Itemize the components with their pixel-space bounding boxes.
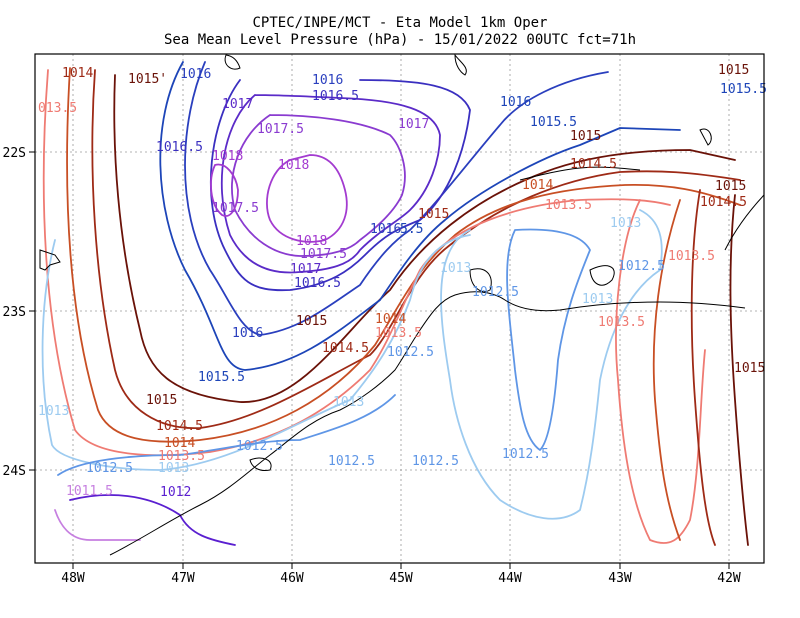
contour-label: 1018 xyxy=(296,234,327,249)
contour-label: 1017 xyxy=(222,97,253,112)
title-line-2: Sea Mean Level Pressure (hPa) - 15/01/20… xyxy=(164,32,636,48)
isobar-1014-5 xyxy=(91,69,741,429)
isobar-1013-5 xyxy=(42,69,671,457)
isobar-1016-5 xyxy=(210,79,471,292)
contour-label: 1015 xyxy=(718,63,749,78)
contour-label: 1016 xyxy=(180,67,211,82)
contour-label: 1014 xyxy=(164,436,195,451)
contour-label: 1014 xyxy=(62,66,93,81)
y-tick-label: 24S xyxy=(3,464,26,479)
isobar-1018-west xyxy=(210,163,239,217)
contour-label: 1016 xyxy=(312,73,343,88)
isobar-1012-5-east xyxy=(506,228,591,451)
contour-label: 1012.5 xyxy=(328,454,375,469)
contour-label: 1015 xyxy=(418,207,449,222)
contour-label: 1017 xyxy=(290,262,321,277)
contour-label: 1013 xyxy=(582,292,613,307)
contour-label: 1017.5 xyxy=(212,201,259,216)
x-tick-label: 46W xyxy=(280,571,304,586)
contour-label: 1016 xyxy=(370,222,401,237)
contour-label: 5.5 xyxy=(400,222,423,237)
contour-label: 1016.5 xyxy=(294,276,341,291)
contour-label: 1017.5 xyxy=(257,122,304,137)
x-tick-label: 48W xyxy=(61,571,85,586)
coastline xyxy=(39,53,765,556)
contour-label: 1015 xyxy=(570,129,601,144)
x-tick-label: 47W xyxy=(171,571,195,586)
contour-label: 1017 xyxy=(398,117,429,132)
contour-label: 1016.5 xyxy=(156,140,203,155)
isobar-1013 xyxy=(41,234,471,471)
contour-label: 1014 xyxy=(375,312,406,327)
contour-label: 1013 xyxy=(333,395,364,410)
contour-label: 1015 xyxy=(715,179,746,194)
contour-label: 1015' xyxy=(128,72,167,87)
contour-label: 1013.5 xyxy=(668,249,715,264)
contour-label: 1012.5 xyxy=(472,285,519,300)
isobar-1018 xyxy=(266,154,348,243)
contour-label: 1013.5 xyxy=(375,326,422,341)
contour-label: 1015 xyxy=(146,393,177,408)
contour-label: 1014.5 xyxy=(570,157,617,172)
isobar-1012 xyxy=(69,494,236,546)
contour-label: 1012.5 xyxy=(236,439,283,454)
contour-label: 1017.5 xyxy=(300,247,347,262)
map-frame xyxy=(34,53,765,564)
contour-label: 1013 xyxy=(610,216,641,231)
contour-label: 1013 xyxy=(38,404,69,419)
title-line-1: CPTEC/INPE/MCT - Eta Model 1km Oper xyxy=(252,15,547,31)
contour-label: 1012 xyxy=(160,485,191,500)
contour-label: 1012.5 xyxy=(618,259,665,274)
contour-label: 1012.5 xyxy=(502,447,549,462)
contour-label: 1014.5 xyxy=(700,195,747,210)
isobar-1017 xyxy=(220,94,441,274)
contour-label: 1014.5 xyxy=(156,419,203,434)
contour-label: 1016 xyxy=(500,95,531,110)
x-tick-label: 42W xyxy=(717,571,741,586)
contour-label: 1013.5 xyxy=(545,198,592,213)
y-tick-label: 22S xyxy=(3,146,26,161)
contour-label: 013.5 xyxy=(38,101,77,116)
contour-label: 1012.5 xyxy=(412,454,459,469)
contour-label: 1013 xyxy=(440,261,471,276)
contour-label: 1012.5 xyxy=(86,461,133,476)
contour-label: 1015.5 xyxy=(198,370,245,385)
contour-label: 1013.5 xyxy=(598,315,645,330)
isobar-1016 xyxy=(184,61,609,336)
contour-labels: 1014 1015' 1016 1016 1016.5 1016 1015 10… xyxy=(38,63,767,500)
contour-label: 1018 xyxy=(212,149,243,164)
contour-label: 1016 xyxy=(232,326,263,341)
contour-label: 1015.5 xyxy=(720,82,767,97)
y-tick-label: 23S xyxy=(3,305,26,320)
isobar-1015-5 xyxy=(159,61,681,371)
contour-label: 1014 xyxy=(522,178,553,193)
contour-label: 1013.5 xyxy=(158,449,205,464)
isobar-1012-5 xyxy=(57,394,396,476)
isobar-1014-5-east xyxy=(690,189,716,546)
contour-label: 1013 xyxy=(158,461,189,476)
contour-label: 1015 xyxy=(734,361,765,376)
x-tick-label: 43W xyxy=(608,571,632,586)
x-tick-label: 44W xyxy=(498,571,522,586)
x-tick-label: 45W xyxy=(389,571,413,586)
contour-label: 1016.5 xyxy=(312,89,359,104)
contour-label: 1018 xyxy=(278,158,309,173)
isobars xyxy=(41,61,749,546)
isobar-1011-5 xyxy=(54,509,141,541)
isobar-1014-east xyxy=(652,199,681,541)
contour-label: 1015.5 xyxy=(530,115,577,130)
isobar-1015 xyxy=(113,74,736,403)
isobar-1013-east xyxy=(440,209,663,520)
x-axis: 48W 47W 46W 45W 44W 43W 42W xyxy=(61,563,741,586)
y-axis: 22S 23S 24S xyxy=(3,146,35,479)
isobar-1015-east xyxy=(729,194,749,546)
contour-label: 1014.5 xyxy=(322,341,369,356)
contour-label: 1011.5 xyxy=(66,484,113,499)
isobar-1014 xyxy=(66,67,741,443)
contour-label: 1015 xyxy=(296,314,327,329)
contour-label: 1012.5 xyxy=(387,345,434,360)
